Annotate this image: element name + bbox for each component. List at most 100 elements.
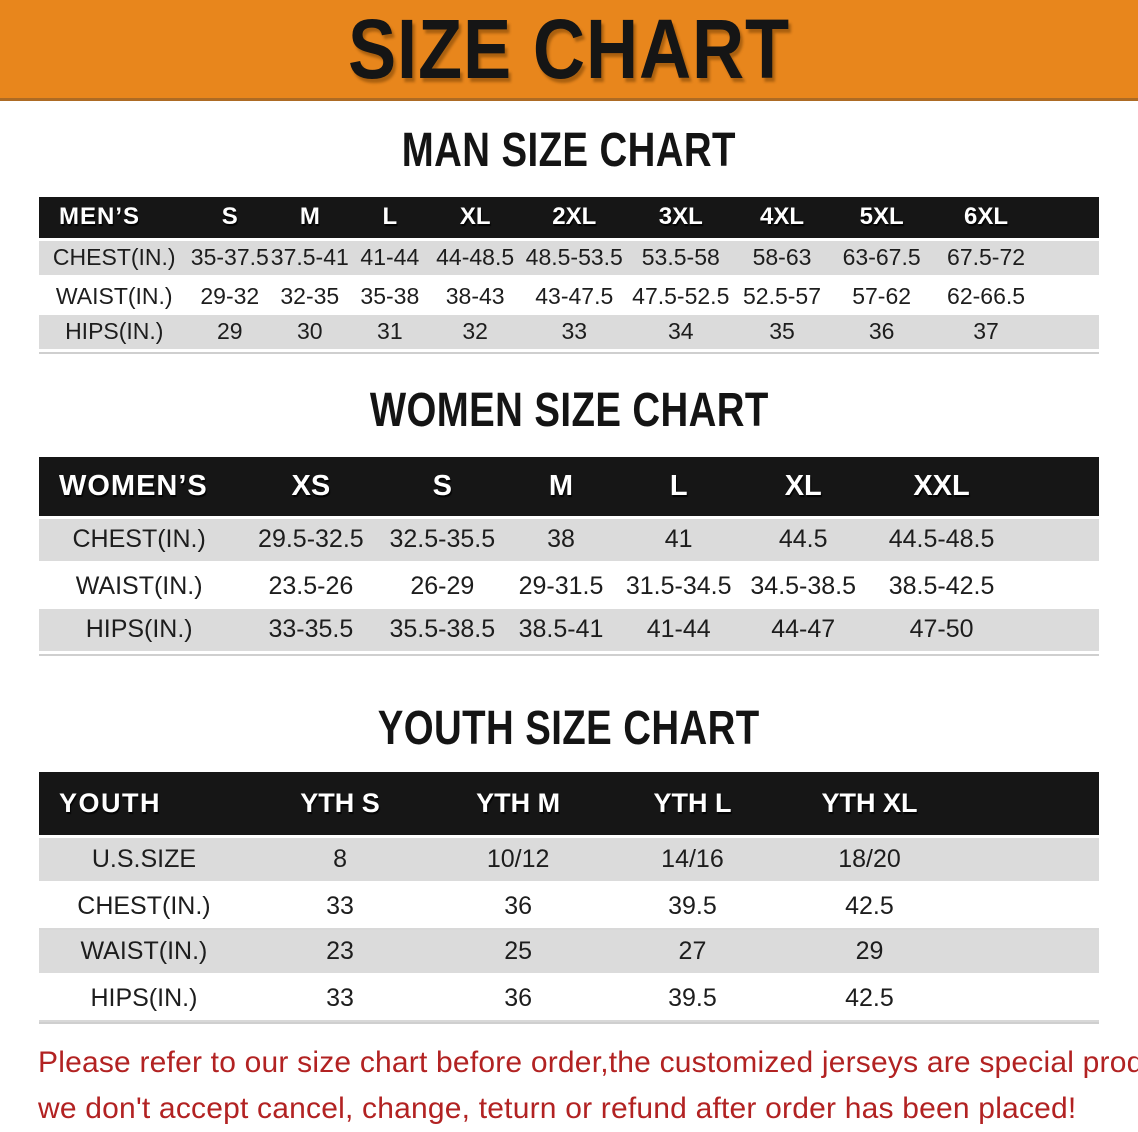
table-cell: 36 <box>431 884 606 931</box>
row-label: CHEST(IN.) <box>39 884 249 931</box>
table-cell: 25 <box>431 930 606 977</box>
table-cell: 35 <box>733 314 831 352</box>
youth-col-spacer <box>959 772 1099 839</box>
men-col-header: L <box>349 196 431 241</box>
table-cell: 43-47.5 <box>520 277 629 315</box>
table-cell: 34.5-38.5 <box>737 563 869 609</box>
table-row: HIPS(IN.) 33-35.5 35.5-38.5 38.5-41 41-4… <box>39 608 1099 654</box>
table-cell: 14/16 <box>605 838 780 885</box>
table-cell: 23.5-26 <box>239 563 383 609</box>
table-cell: 52.5-57 <box>733 277 831 315</box>
table-cell-spacer <box>1014 518 1099 564</box>
row-label: CHEST(IN.) <box>39 240 190 278</box>
women-col-spacer <box>1014 456 1099 519</box>
women-col-header: XS <box>239 456 383 519</box>
table-cell: 18/20 <box>779 838 960 885</box>
table-cell: 67.5-72 <box>932 240 1040 278</box>
table-cell: 47.5-52.5 <box>628 277 734 315</box>
men-section-title: MAN SIZE CHART <box>0 124 1138 178</box>
table-cell: 38.5-41 <box>502 608 620 654</box>
table-cell-spacer <box>1039 277 1099 315</box>
table-cell: 33 <box>248 976 432 1023</box>
row-label: HIPS(IN.) <box>39 314 190 352</box>
table-cell-spacer <box>959 838 1099 885</box>
youth-table-label: YOUTH <box>39 772 249 839</box>
youth-col-header: YTH L <box>605 772 780 839</box>
table-cell: 27 <box>605 930 780 977</box>
table-cell: 38.5-42.5 <box>868 563 1015 609</box>
table-row: CHEST(IN.) 29.5-32.5 32.5-35.5 38 41 44.… <box>39 518 1099 564</box>
table-cell-spacer <box>1014 563 1099 609</box>
table-cell-spacer <box>959 930 1099 977</box>
men-col-header: S <box>189 196 271 241</box>
table-cell: 42.5 <box>779 976 960 1023</box>
table-cell: 33 <box>248 884 432 931</box>
table-cell: 29.5-32.5 <box>239 518 383 564</box>
men-col-header: XL <box>430 196 521 241</box>
banner-title: SIZE CHART <box>347 1 791 96</box>
women-col-header: XL <box>737 456 869 519</box>
men-col-header: 2XL <box>520 196 629 241</box>
banner: SIZE CHART <box>0 0 1138 101</box>
table-cell: 29 <box>779 930 960 977</box>
youth-section-title: YOUTH SIZE CHART <box>0 702 1138 756</box>
table-cell: 33 <box>520 314 629 352</box>
table-cell: 41 <box>619 518 738 564</box>
youth-section-title-text: YOUTH SIZE CHART <box>378 701 760 755</box>
row-label: WAIST(IN.) <box>39 277 190 315</box>
table-cell: 26-29 <box>382 563 503 609</box>
table-cell-spacer <box>1014 608 1099 654</box>
women-section-title: WOMEN SIZE CHART <box>0 384 1138 438</box>
table-cell: 39.5 <box>605 976 780 1023</box>
youth-header-row: YOUTH YTH S YTH M YTH L YTH XL <box>39 772 1099 839</box>
table-cell: 47-50 <box>868 608 1015 654</box>
table-row: CHEST(IN.) 35-37.5 37.5-41 41-44 44-48.5… <box>39 240 1099 278</box>
women-header-row: WOMEN’S XS S M L XL XXL <box>39 456 1099 519</box>
table-cell-spacer <box>1039 314 1099 352</box>
table-cell: 41-44 <box>619 608 738 654</box>
table-cell: 53.5-58 <box>628 240 734 278</box>
row-label: HIPS(IN.) <box>39 608 240 654</box>
table-row: CHEST(IN.) 33 36 39.5 42.5 <box>39 884 1099 931</box>
row-label: CHEST(IN.) <box>39 518 240 564</box>
table-cell: 29-31.5 <box>502 563 620 609</box>
table-cell: 32.5-35.5 <box>382 518 503 564</box>
table-cell: 37.5-41 <box>270 240 350 278</box>
table-cell: 29-32 <box>189 277 271 315</box>
table-cell: 34 <box>628 314 734 352</box>
table-cell: 33-35.5 <box>239 608 383 654</box>
table-cell: 31.5-34.5 <box>619 563 738 609</box>
table-cell: 48.5-53.5 <box>520 240 629 278</box>
men-section-title-text: MAN SIZE CHART <box>401 124 737 177</box>
men-col-header: 6XL <box>932 196 1040 241</box>
women-col-header: M <box>502 456 620 519</box>
note-line-2: we don't accept cancel, change, teturn o… <box>38 1092 1077 1126</box>
table-cell: 36 <box>431 976 606 1023</box>
women-section-title-text: WOMEN SIZE CHART <box>369 383 769 437</box>
women-col-header: XXL <box>868 456 1015 519</box>
men-col-header: M <box>270 196 350 241</box>
table-cell: 44-47 <box>737 608 869 654</box>
table-cell: 38-43 <box>430 277 521 315</box>
table-cell: 39.5 <box>605 884 780 931</box>
table-cell: 29 <box>189 314 271 352</box>
table-cell: 57-62 <box>830 277 933 315</box>
row-label: U.S.SIZE <box>39 838 249 885</box>
row-label: WAIST(IN.) <box>39 930 249 977</box>
men-col-header: 3XL <box>628 196 734 241</box>
table-cell: 44.5-48.5 <box>868 518 1015 564</box>
women-col-header: L <box>619 456 738 519</box>
table-row: HIPS(IN.) 33 36 39.5 42.5 <box>39 976 1099 1023</box>
row-label: HIPS(IN.) <box>39 976 249 1023</box>
youth-size-table: YOUTH YTH S YTH M YTH L YTH XL U.S.SIZE … <box>39 772 1099 1025</box>
women-col-header: S <box>382 456 503 519</box>
youth-col-header: YTH M <box>431 772 606 839</box>
table-cell: 35.5-38.5 <box>382 608 503 654</box>
table-cell: 41-44 <box>349 240 431 278</box>
women-table-label: WOMEN’S <box>39 456 240 519</box>
table-cell: 31 <box>349 314 431 352</box>
men-size-table: MEN’S S M L XL 2XL 3XL 4XL 5XL 6XL CHEST… <box>39 196 1099 354</box>
footer-note: Please refer to our size chart before or… <box>38 1040 1138 1132</box>
table-row: U.S.SIZE 8 10/12 14/16 18/20 <box>39 838 1099 885</box>
